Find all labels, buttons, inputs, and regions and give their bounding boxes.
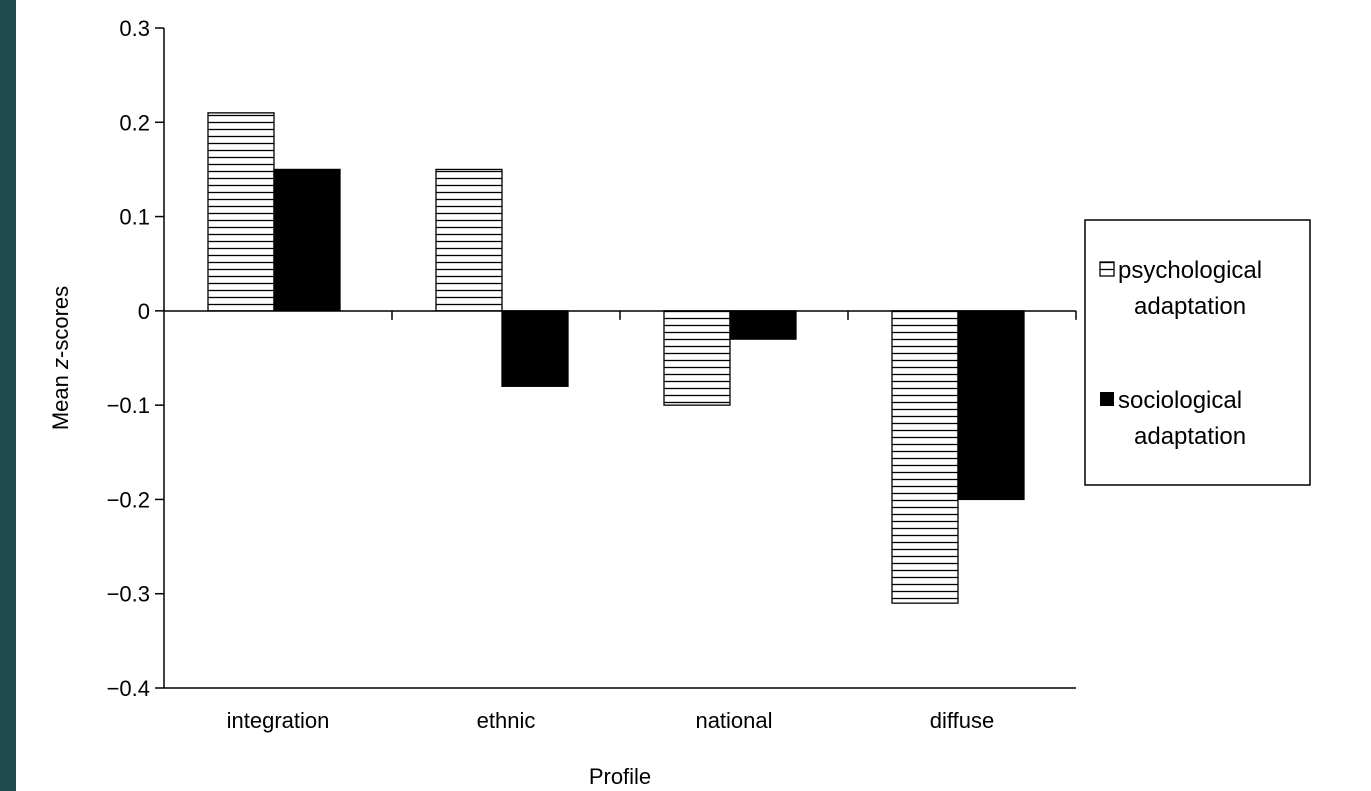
y-ticks-group: 0.3 0.2 0.1 0 −0.1 −0.2 −0.3 −0.4 <box>107 16 164 701</box>
legend-label-psychological: psychological adaptation <box>1118 257 1269 320</box>
x-ticks-group <box>391 310 1077 320</box>
legend: psychological adaptation sociological ad… <box>1084 219 1311 486</box>
legend-swatch-sociological <box>1100 392 1114 406</box>
y-tick-label: 0.3 <box>119 16 150 41</box>
y-tick-label: −0.3 <box>107 582 150 607</box>
x-tick-label: national <box>695 708 772 733</box>
bars-group <box>207 112 1025 604</box>
bar-sociological-national <box>729 310 797 340</box>
legend-box <box>1084 219 1311 486</box>
bar-sociological-ethnic <box>501 310 569 387</box>
x-tick-label: integration <box>227 708 330 733</box>
bar-psychological-integration <box>207 112 275 312</box>
bar-sociological-integration <box>273 168 341 312</box>
y-tick-label: −0.2 <box>107 487 150 512</box>
bar-psychological-national <box>663 310 731 406</box>
y-tick-label: −0.4 <box>107 676 150 701</box>
y-tick-label: 0.1 <box>119 205 150 230</box>
bar-psychological-ethnic <box>435 168 503 312</box>
x-tick-label: ethnic <box>477 708 536 733</box>
legend-swatch-psychological <box>1099 261 1115 277</box>
bar-chart: 0.3 0.2 0.1 0 −0.1 −0.2 −0.3 −0.4 integration et… <box>48 16 1311 789</box>
y-tick-label: 0 <box>138 299 150 324</box>
y-tick-label: −0.1 <box>107 393 150 418</box>
legend-label-sociological: sociological adaptation <box>1118 387 1249 450</box>
x-tick-label: diffuse <box>930 708 994 733</box>
x-axis-title: Profile <box>589 764 651 789</box>
y-tick-label: 0.2 <box>119 110 150 135</box>
x-labels-group: integration ethnic national diffuse <box>227 708 995 733</box>
chart-figure: 0.3 0.2 0.1 0 −0.1 −0.2 −0.3 −0.4 integration et… <box>16 0 1371 791</box>
bar-sociological-diffuse <box>957 310 1025 501</box>
y-axis-title: Mean z-scores <box>48 286 73 430</box>
bar-psychological-diffuse <box>891 310 959 604</box>
